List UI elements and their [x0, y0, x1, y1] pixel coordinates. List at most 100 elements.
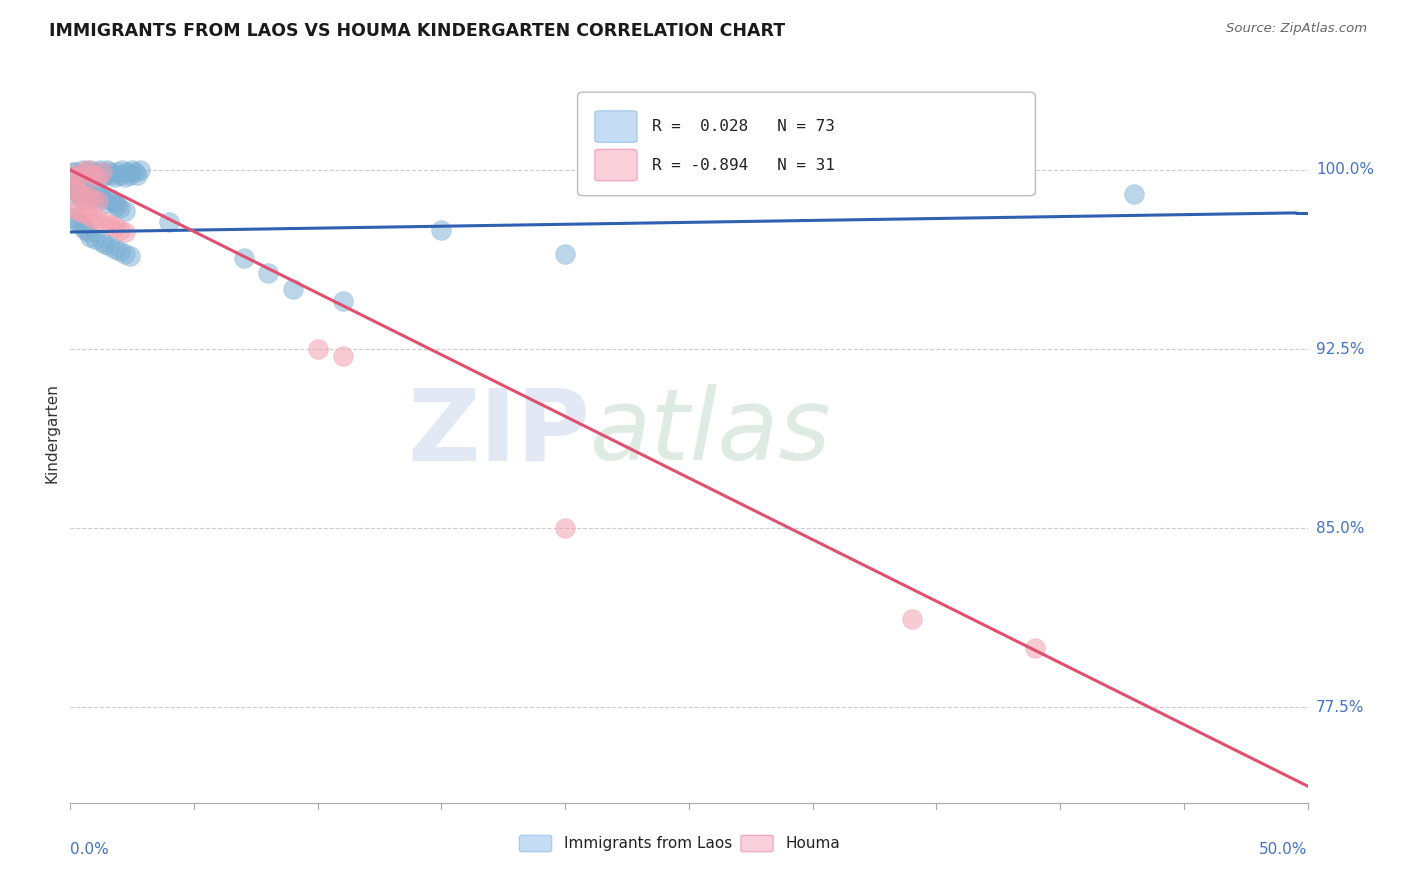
Point — [65, 185, 87, 199]
Point — [257, 266, 280, 280]
Point — [86, 194, 108, 208]
Point — [332, 294, 354, 309]
Point — [66, 168, 89, 182]
Point — [98, 239, 121, 253]
Text: ZIP: ZIP — [408, 384, 591, 481]
Text: atlas: atlas — [591, 384, 831, 481]
FancyBboxPatch shape — [595, 149, 637, 181]
Point — [96, 196, 118, 211]
Point — [69, 170, 91, 185]
Point — [94, 215, 117, 229]
Point — [82, 192, 104, 206]
Point — [66, 215, 89, 229]
Point — [62, 165, 84, 179]
Point — [108, 168, 131, 182]
Point — [66, 185, 89, 199]
Point — [127, 168, 149, 182]
Y-axis label: Kindergarten: Kindergarten — [44, 383, 59, 483]
Point — [62, 201, 84, 215]
Point — [72, 162, 94, 177]
Point — [75, 222, 97, 236]
Point — [89, 162, 111, 177]
Point — [84, 185, 107, 199]
Point — [86, 213, 108, 227]
Point — [65, 213, 87, 227]
Point — [94, 168, 117, 182]
Point — [76, 189, 98, 203]
Point — [79, 162, 101, 177]
Point — [307, 342, 329, 356]
Point — [62, 168, 84, 182]
Point — [281, 282, 304, 296]
Point — [118, 249, 141, 263]
Point — [94, 236, 117, 251]
Point — [82, 211, 104, 225]
Point — [66, 203, 89, 218]
Point — [84, 232, 107, 246]
Point — [115, 165, 138, 179]
Text: Houma: Houma — [786, 836, 841, 851]
Text: 50.0%: 50.0% — [1260, 842, 1308, 856]
Point — [118, 168, 141, 182]
Text: R =  0.028   N = 73: R = 0.028 N = 73 — [652, 119, 835, 134]
Point — [104, 196, 127, 211]
Point — [66, 170, 89, 185]
Point — [91, 192, 114, 206]
Point — [108, 244, 131, 259]
Point — [114, 203, 136, 218]
Point — [75, 168, 97, 182]
FancyBboxPatch shape — [595, 111, 637, 142]
Point — [900, 612, 922, 626]
Point — [108, 222, 131, 236]
Point — [101, 194, 124, 208]
Point — [62, 211, 84, 225]
Point — [76, 225, 98, 239]
Point — [1123, 186, 1146, 201]
Text: 85.0%: 85.0% — [1316, 521, 1364, 536]
Point — [98, 218, 121, 232]
Point — [66, 182, 89, 196]
Point — [104, 242, 127, 256]
FancyBboxPatch shape — [741, 836, 773, 852]
Text: 92.5%: 92.5% — [1316, 342, 1364, 357]
Point — [75, 185, 97, 199]
Point — [82, 168, 104, 182]
Point — [86, 170, 108, 185]
Point — [111, 162, 134, 177]
Point — [76, 165, 98, 179]
Point — [89, 186, 111, 201]
Point — [69, 186, 91, 201]
Point — [232, 252, 254, 266]
Point — [76, 189, 98, 203]
Point — [72, 206, 94, 220]
Text: R = -0.894   N = 31: R = -0.894 N = 31 — [652, 158, 835, 172]
Point — [554, 246, 576, 260]
Point — [124, 165, 146, 179]
Point — [114, 246, 136, 260]
Text: 100.0%: 100.0% — [1316, 162, 1374, 178]
Point — [72, 192, 94, 206]
Text: 0.0%: 0.0% — [70, 842, 110, 856]
Point — [430, 222, 453, 236]
Point — [86, 189, 108, 203]
Point — [114, 170, 136, 185]
Point — [91, 235, 114, 249]
Point — [101, 168, 124, 182]
Point — [554, 521, 576, 535]
Point — [72, 220, 94, 235]
Point — [105, 199, 128, 213]
Point — [98, 192, 121, 206]
Point — [79, 186, 101, 201]
Point — [96, 162, 118, 177]
Point — [1024, 640, 1046, 655]
Point — [76, 162, 98, 177]
Point — [114, 225, 136, 239]
Point — [105, 165, 128, 179]
Point — [121, 162, 143, 177]
Point — [104, 220, 127, 235]
Point — [332, 349, 354, 363]
Point — [91, 165, 114, 179]
Point — [157, 215, 180, 229]
Point — [86, 165, 108, 179]
Point — [84, 168, 107, 182]
